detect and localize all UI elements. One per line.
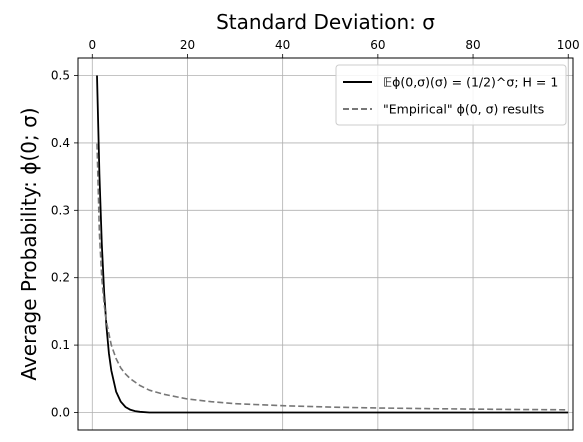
y-tick-label: 0.4 (51, 136, 70, 150)
x-tick-label: 80 (465, 38, 480, 52)
x-tick-label: 40 (275, 38, 290, 52)
y-tick-label: 0.1 (51, 338, 70, 352)
y-tick-label: 0.3 (51, 203, 70, 217)
legend-label-series-2: "Empirical" ϕ(0, σ) results (383, 102, 544, 117)
x-tick-label: 60 (370, 38, 385, 52)
y-tick-label: 0.2 (51, 271, 70, 285)
legend-label-series-1: 𝔼ϕ(0,σ)(σ) = (1/2)^σ; H = 1 (383, 75, 558, 90)
y-axis-title: Average Probability: ϕ(0; σ) (17, 107, 41, 380)
legend: 𝔼ϕ(0,σ)(σ) = (1/2)^σ; H = 1 "Empirical" … (336, 65, 566, 125)
y-tick-label: 0.5 (51, 69, 70, 83)
x-tick-label: 20 (180, 38, 195, 52)
x-tick-label: 100 (557, 38, 580, 52)
y-tick-label: 0.0 (51, 405, 70, 419)
x-tick-label: 0 (88, 38, 96, 52)
chart-title: Standard Deviation: σ (216, 10, 435, 34)
